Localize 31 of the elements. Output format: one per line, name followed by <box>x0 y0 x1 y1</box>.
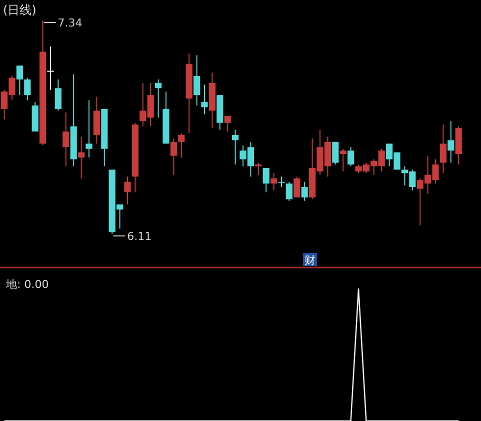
chart-title: 地: 0.00 <box>5 278 49 291</box>
candlestick <box>54 78 62 112</box>
text: 财 <box>304 254 316 267</box>
candlestick <box>294 176 300 198</box>
candlestick <box>270 172 278 191</box>
candlestick <box>332 141 339 165</box>
candlestick <box>201 84 208 115</box>
candlestick <box>124 176 131 205</box>
candlestick <box>262 167 270 193</box>
candlestick <box>16 65 23 96</box>
candlestick <box>286 181 292 202</box>
candlestick <box>155 78 162 118</box>
candlestick <box>78 136 85 179</box>
candlestick <box>278 176 285 188</box>
candlestick <box>62 112 70 167</box>
candlestick <box>348 146 354 167</box>
candlestick <box>224 115 231 132</box>
chart-title: (日线) <box>3 3 36 17</box>
candlestick <box>448 120 454 164</box>
candlestick <box>170 138 177 176</box>
candlestick <box>340 148 346 172</box>
annotation: 6.11 <box>127 230 152 243</box>
candlestick <box>440 124 446 174</box>
candlestick <box>178 132 185 158</box>
candlestick <box>86 100 92 158</box>
candlestick <box>24 77 31 101</box>
candlestick <box>232 129 239 165</box>
annotation: 7.34 <box>58 16 82 30</box>
candlestick <box>47 46 54 90</box>
candlestick <box>301 181 308 202</box>
candlestick <box>194 54 200 106</box>
